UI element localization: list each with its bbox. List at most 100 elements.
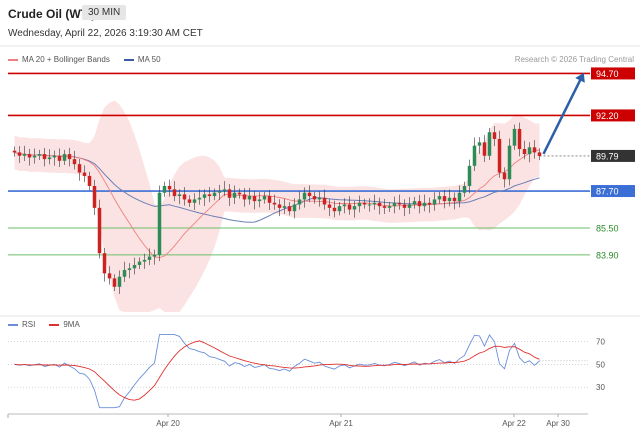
bollinger-band: [14, 100, 540, 312]
candle-body: [442, 196, 447, 202]
candle-body: [412, 201, 417, 205]
candle-body: [232, 192, 237, 198]
candle-body: [47, 157, 52, 160]
timeframe-badge[interactable]: 30 MIN: [82, 5, 127, 20]
candle-body: [272, 202, 277, 205]
candle-body: [197, 197, 202, 200]
candle-body: [447, 197, 452, 202]
level-label-87.70: 87.70: [596, 187, 619, 197]
candle-body: [422, 202, 427, 207]
candle-body: [202, 194, 207, 198]
candle-body: [372, 202, 377, 205]
candle-body: [62, 154, 67, 161]
candle-body: [427, 202, 432, 205]
candle-body: [277, 204, 282, 208]
candle-body: [77, 164, 82, 173]
rsi-ma-label: 9MA: [63, 320, 80, 329]
x-tick-label: Apr 20: [156, 419, 180, 428]
candle-body: [467, 165, 472, 186]
candle-body: [507, 145, 512, 180]
candle-body: [257, 199, 262, 202]
candle-body: [157, 192, 162, 255]
candle-body: [137, 261, 142, 265]
chart-header: Crude Oil (WTI) 30 MIN: [0, 0, 640, 26]
rsi-tick-70: 70: [596, 337, 605, 346]
candle-body: [107, 273, 112, 279]
candle-body: [302, 192, 307, 200]
rsi-label: RSI: [22, 320, 36, 329]
level-box-92.20: [591, 109, 635, 122]
candle-body: [37, 154, 42, 156]
candle-body: [402, 204, 407, 208]
candle-body: [502, 172, 507, 180]
candle-body: [102, 253, 107, 274]
candle-body: [347, 204, 352, 210]
candle-body: [32, 155, 37, 158]
candle-body: [87, 175, 92, 186]
candle-body: [177, 194, 182, 197]
candle-body: [132, 264, 137, 269]
level-box-87.70: [591, 185, 635, 198]
rsi-legend: RSI 9MA: [8, 320, 94, 329]
candle-body: [327, 204, 332, 208]
level-label-83.90: 83.90: [596, 250, 619, 260]
candle-body: [252, 196, 257, 202]
candle-body: [397, 202, 402, 205]
candle-body: [172, 189, 177, 197]
bb-swatch: [8, 58, 18, 61]
candle-body: [67, 154, 72, 160]
candle-body: [322, 197, 327, 205]
candle-body: [222, 189, 227, 192]
candle-body: [167, 186, 172, 190]
candle-body: [527, 147, 532, 155]
level-label-85.50: 85.50: [596, 224, 619, 234]
candle-body: [147, 256, 152, 260]
ma50-swatch: [123, 58, 134, 61]
candle-body: [332, 207, 337, 212]
candle-body: [487, 132, 492, 156]
bb-label: MA 20 + Bollinger Bands: [22, 55, 110, 64]
legend-bb: MA 20 + Bollinger Bands: [8, 55, 110, 64]
candle-body: [247, 196, 252, 200]
level-label-89.79: 89.79: [596, 151, 619, 161]
candle-body: [72, 159, 77, 165]
candle-body: [22, 154, 27, 156]
ma20-line: [14, 149, 540, 258]
candle-body: [287, 206, 292, 212]
candle-body: [452, 197, 457, 202]
legend-ma50: MA 50: [123, 55, 161, 64]
candle-body: [352, 206, 357, 210]
candle-body: [512, 128, 517, 146]
candle-body: [417, 201, 422, 207]
candle-body: [237, 192, 242, 195]
candle-body: [432, 199, 437, 205]
candle-body: [387, 206, 392, 208]
rsi-ma-swatch: [49, 323, 60, 326]
candle-body: [17, 152, 22, 156]
candle-body: [162, 186, 167, 193]
x-tick-label: Apr 30: [546, 419, 570, 428]
candle-body: [392, 202, 397, 207]
rsi-tick-30: 30: [596, 383, 605, 392]
candle-body: [457, 192, 462, 202]
candle-body: [117, 276, 122, 287]
candle-body: [312, 196, 317, 200]
candle-body: [437, 196, 442, 200]
legend-rsi: RSI: [8, 320, 35, 329]
datetime-label: Wednesday, April 22, 2026 3:19:30 AM CET: [8, 28, 203, 39]
rsi-tick-50: 50: [596, 360, 605, 369]
candle-body: [52, 155, 57, 158]
candle-body: [152, 254, 157, 257]
x-tick-label: Apr 21: [329, 419, 353, 428]
candle-body: [307, 192, 312, 197]
candle-body: [192, 199, 197, 203]
candle-body: [27, 154, 32, 158]
candle-body: [227, 189, 232, 198]
candle-body: [292, 204, 297, 212]
candle-body: [182, 194, 187, 200]
projection-arrow-head: [575, 72, 585, 83]
ma50-label: MA 50: [137, 55, 161, 64]
candle-body: [42, 154, 47, 160]
candle-body: [142, 259, 147, 262]
